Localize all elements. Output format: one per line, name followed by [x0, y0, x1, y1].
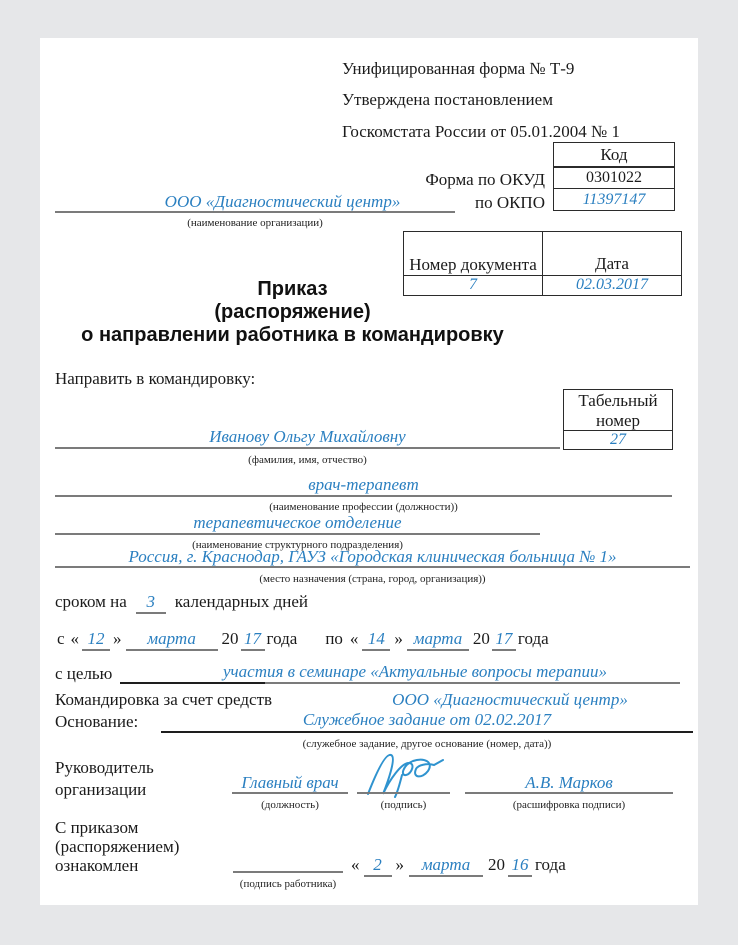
- purpose-underline: [120, 682, 680, 684]
- organization-name: ООО «Диагностический центр»: [164, 192, 401, 211]
- doc-number-header: Номер документа: [404, 232, 543, 276]
- period-to-year-word: года: [517, 629, 549, 648]
- period-line: с « 12 » марта 20 17 года по « 14 » март…: [57, 628, 549, 652]
- period-from-year-word: года: [266, 629, 298, 648]
- stamp-line-2: Утверждена постановлением: [342, 90, 553, 110]
- doc-date-header: Дата: [543, 232, 681, 276]
- personnel-number-header: Табельный номер: [564, 390, 672, 431]
- okud-label: Форма по ОКУД: [425, 170, 545, 189]
- period-from-day: 12: [82, 628, 111, 652]
- director-signature-underline: [357, 792, 450, 794]
- title-line-2: (распоряжение): [214, 301, 371, 323]
- period-from-month: марта: [125, 628, 218, 652]
- period-to-day: 14: [362, 628, 391, 652]
- director-position-value: Главный врач: [241, 773, 339, 792]
- department-underline: [55, 533, 540, 535]
- basis-underline: [161, 731, 693, 734]
- ack-label-line2: (распоряжением): [55, 837, 180, 856]
- director-position-caption: (должность): [261, 799, 319, 811]
- okpo-value: 11397147: [553, 187, 675, 211]
- employee-signature-underline: [233, 871, 343, 873]
- personnel-number-table: Табельный номер 27: [563, 389, 673, 450]
- quote-close: »: [395, 855, 405, 874]
- employee-name-underline: [55, 447, 560, 449]
- employee-name: Иванову Ольгу Михайловну: [209, 427, 406, 446]
- title-line-1: Приказ: [257, 278, 328, 300]
- okud-value: 0301022: [553, 166, 675, 190]
- position-underline: [55, 495, 672, 497]
- duration-label: сроком на: [55, 592, 127, 611]
- purpose-value: участия в семинаре «Актуальные вопросы т…: [223, 662, 607, 681]
- ack-century: 20: [488, 855, 505, 874]
- ack-label-line3: ознакомлен: [55, 856, 139, 875]
- department-value: терапевтическое отделение: [193, 513, 402, 532]
- organization-underline: [55, 211, 455, 213]
- form-approval-stamp: Унифицированная форма № Т-9 Утверждена п…: [342, 58, 692, 142]
- duration-days-value: 3: [135, 591, 166, 615]
- quote-open: «: [351, 855, 360, 874]
- director-name-value: А.В. Марков: [525, 773, 613, 792]
- send-label: Направить в командировку:: [55, 369, 256, 388]
- stamp-line-3: Госкомстата России от 05.01.2004 № 1: [342, 121, 621, 141]
- funding-label: Командировка за счет средств: [55, 690, 273, 709]
- doc-number-value: 7: [404, 276, 543, 295]
- period-to-word: по: [325, 629, 343, 648]
- purpose-underline-dark-segment: [120, 681, 265, 684]
- director-position-underline: [232, 792, 348, 794]
- position-value: врач-терапевт: [308, 475, 419, 494]
- document-number-table: Номер документа Дата 7 02.03.2017: [403, 231, 682, 296]
- code-box-header: Код: [553, 142, 675, 168]
- department-caption: (наименование структурного подразделения…: [192, 539, 403, 551]
- quote-close: »: [113, 629, 122, 648]
- document-title: Приказ (распоряжение) о направлении рабо…: [60, 278, 525, 347]
- funding-value: ООО «Диагностический центр»: [392, 690, 628, 709]
- okpo-label: по ОКПО: [474, 193, 545, 212]
- period-from-century: 20: [221, 629, 239, 648]
- quote-open: «: [70, 629, 80, 648]
- stamp-line-1: Унифицированная форма № Т-9: [342, 59, 575, 78]
- duration-line: сроком на 3 календарных дней: [55, 591, 308, 615]
- period-to-month: марта: [406, 628, 469, 652]
- director-name-caption: (расшифровка подписи): [512, 799, 626, 811]
- doc-date-value: 02.03.2017: [576, 276, 648, 293]
- title-line-3: о направлении работника в командировку: [81, 324, 504, 346]
- quote-close: »: [394, 629, 403, 648]
- basis-label: Основание:: [55, 712, 139, 731]
- ack-month: марта: [409, 854, 483, 878]
- employee-signature-caption: (подпись работника): [239, 878, 337, 890]
- employee-name-caption: (фамилия, имя, отчество): [248, 454, 367, 466]
- director-label-line2: организации: [55, 780, 147, 799]
- basis-value: Служебное задание от 02.02.2017: [302, 710, 552, 729]
- ack-day: 2: [363, 854, 392, 878]
- ack-year: 16: [508, 854, 532, 878]
- position-caption: (наименование профессии (должности)): [269, 501, 458, 513]
- period-from-word: с: [57, 629, 65, 648]
- director-signature: [367, 754, 444, 798]
- purpose-label: с целью: [55, 664, 113, 683]
- ack-date-line: « 2 » марта 20 16 года: [351, 854, 566, 878]
- period-from-year: 17: [240, 628, 265, 652]
- ack-year-word: года: [535, 855, 566, 874]
- basis-caption: (служебное задание, другое основание (но…: [302, 738, 552, 750]
- personnel-number-value: 27: [610, 431, 626, 448]
- destination-value: Россия, г. Краснодар, ГАУЗ «Городская кл…: [128, 547, 617, 566]
- period-to-century: 20: [472, 629, 490, 648]
- director-label-line1: Руководитель: [55, 758, 154, 777]
- order-form-t9-page: Унифицированная форма № Т-9 Утверждена п…: [40, 38, 698, 905]
- ack-label-line1: С приказом: [55, 818, 139, 837]
- organization-caption: (наименование организации): [187, 217, 323, 229]
- destination-underline: [55, 566, 690, 568]
- code-box: Код 0301022 11397147: [553, 142, 675, 211]
- quote-open: «: [349, 629, 359, 648]
- director-signature-caption: (подпись): [380, 799, 427, 811]
- period-to-year: 17: [491, 628, 516, 652]
- duration-unit: календарных дней: [174, 592, 308, 611]
- director-name-underline: [465, 792, 673, 794]
- destination-caption: (место назначения (страна, город, органи…: [259, 573, 486, 585]
